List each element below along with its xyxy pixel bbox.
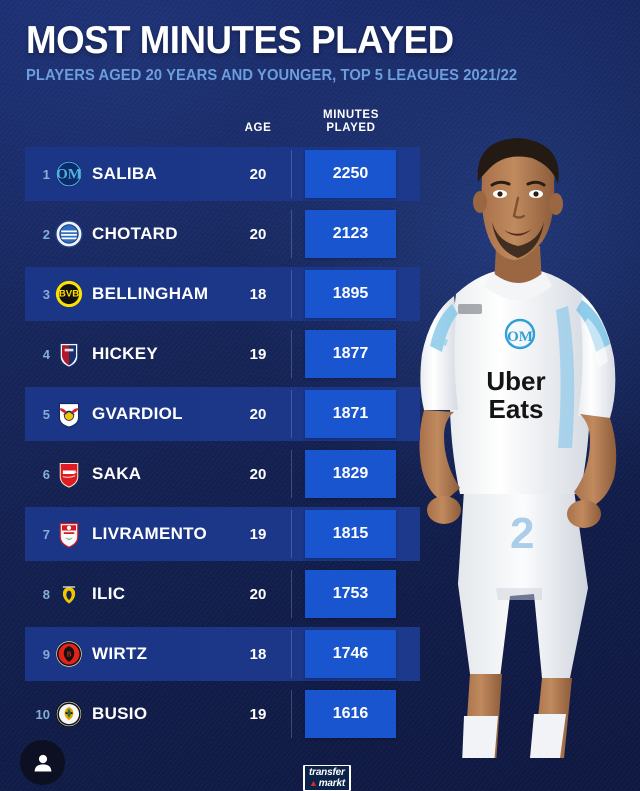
row-player-name: BUSIO bbox=[92, 704, 148, 723]
row-minutes-played: 1871 bbox=[305, 390, 396, 438]
row-player-name: GVARDIOL bbox=[92, 404, 183, 423]
arsenal-crest bbox=[55, 460, 83, 488]
row-minutes-played: 1753 bbox=[305, 570, 396, 618]
row-rank: 1 bbox=[42, 166, 50, 182]
table-row[interactable]: 1 OM SALIBA 20 2250 bbox=[0, 144, 420, 204]
row-player-name: SAKA bbox=[92, 464, 142, 483]
table-row[interactable]: 6 SAKA 20 1829 bbox=[0, 444, 420, 504]
row-player-name: BELLINGHAM bbox=[92, 284, 209, 303]
hellas-verona-crest bbox=[55, 580, 83, 608]
row-rank: 2 bbox=[42, 226, 50, 242]
row-player-name: LIVRAMENTO bbox=[92, 524, 208, 543]
table-row[interactable]: 2 CHOTARD 20 2123 bbox=[0, 204, 420, 264]
row-minutes-played: 1815 bbox=[305, 510, 396, 558]
row-divider bbox=[291, 570, 292, 618]
row-player-name: HICKEY bbox=[92, 344, 159, 363]
transfermarkt-logo: transfer ▲ markt bbox=[303, 765, 351, 791]
row-player-name: WIRTZ bbox=[92, 644, 148, 663]
row-divider bbox=[291, 390, 292, 438]
row-age: 20 bbox=[249, 405, 267, 423]
header: MOST MINUTES PLAYED PLAYERS AGED 20 YEAR… bbox=[26, 20, 616, 85]
row-rank: 5 bbox=[42, 406, 50, 422]
player-photo-saliba: 2 bbox=[392, 118, 640, 764]
transfermarkt-logo-line1: transfer bbox=[309, 767, 345, 778]
row-rank: 10 bbox=[35, 706, 50, 722]
row-divider bbox=[291, 690, 292, 738]
row-minutes-played: 1746 bbox=[305, 630, 396, 678]
montpellier-crest bbox=[55, 220, 83, 248]
bayer-leverkusen-crest: B bbox=[55, 640, 83, 668]
row-divider bbox=[291, 270, 292, 318]
column-headers: AGE MINUTES PLAYED bbox=[0, 104, 420, 144]
transfermarkt-logo-line2: markt bbox=[318, 778, 345, 789]
row-divider bbox=[291, 210, 292, 258]
row-rank: 9 bbox=[42, 646, 50, 662]
column-header-minutes-played: MINUTES PLAYED bbox=[305, 109, 397, 135]
row-player-name: ILIC bbox=[92, 584, 126, 603]
svg-text:OM: OM bbox=[56, 166, 82, 182]
ranking-table: 1 OM SALIBA 20 2250 2 CHOTARD 20 2123 3 BVB 09… bbox=[0, 144, 420, 744]
row-minutes-played: 2123 bbox=[305, 210, 396, 258]
row-age: 20 bbox=[249, 585, 267, 603]
row-minutes-played: 1895 bbox=[305, 270, 396, 318]
bologna-crest bbox=[55, 340, 83, 368]
page-title: MOST MINUTES PLAYED bbox=[26, 19, 454, 62]
venezia-crest bbox=[55, 700, 83, 728]
svg-text:BVB: BVB bbox=[59, 289, 79, 300]
column-header-age: AGE bbox=[244, 122, 272, 134]
row-rank: 7 bbox=[42, 526, 50, 542]
svg-text:09: 09 bbox=[67, 300, 72, 305]
svg-text:Uber: Uber bbox=[486, 366, 545, 396]
borussia-dortmund-crest: BVB 09 bbox=[55, 280, 83, 308]
table-row[interactable]: 4 HICKEY 19 1877 bbox=[0, 324, 420, 384]
row-rank: 4 bbox=[42, 346, 50, 362]
svg-text:B: B bbox=[67, 651, 72, 659]
table-row[interactable]: 9 B WIRTZ 18 1746 bbox=[0, 624, 420, 684]
row-player-name: CHOTARD bbox=[92, 224, 178, 243]
row-minutes-played: 2250 bbox=[305, 150, 396, 198]
row-minutes-played: 1877 bbox=[305, 330, 396, 378]
row-rank: 6 bbox=[42, 466, 50, 482]
table-row[interactable]: 3 BVB 09 BELLINGHAM 18 1895 bbox=[0, 264, 420, 324]
row-minutes-played: 1829 bbox=[305, 450, 396, 498]
table-row[interactable]: 8 ILIC 20 1753 bbox=[0, 564, 420, 624]
row-divider bbox=[291, 450, 292, 498]
row-age: 20 bbox=[249, 465, 267, 483]
column-header-minutes-line1: MINUTES bbox=[323, 109, 379, 121]
transfermarkt-mark-icon: ▲ bbox=[309, 778, 318, 788]
table-row[interactable]: 5 GVARDIOL 20 1871 bbox=[0, 384, 420, 444]
rb-leipzig-crest bbox=[55, 400, 83, 428]
svg-text:Eats: Eats bbox=[489, 394, 544, 424]
row-age: 18 bbox=[249, 645, 267, 663]
table-row[interactable]: 7 LIVRAMENTO 19 1815 bbox=[0, 504, 420, 564]
page-subtitle: PLAYERS AGED 20 YEARS AND YOUNGER, TOP 5… bbox=[26, 67, 518, 84]
svg-text:OM: OM bbox=[507, 329, 533, 345]
row-age: 18 bbox=[249, 285, 267, 303]
row-age: 20 bbox=[249, 225, 267, 243]
transfermarkt-logo-row2: ▲ markt bbox=[309, 778, 345, 789]
row-rank: 8 bbox=[42, 586, 50, 602]
row-minutes-played: 1616 bbox=[305, 690, 396, 738]
table-row[interactable]: 10 BUSIO 19 1616 bbox=[0, 684, 420, 744]
row-age: 19 bbox=[249, 345, 267, 363]
row-divider bbox=[291, 150, 292, 198]
row-age: 19 bbox=[249, 525, 267, 543]
southampton-crest bbox=[55, 520, 83, 548]
row-divider bbox=[291, 630, 292, 678]
user-glyph-icon bbox=[34, 754, 51, 771]
row-divider bbox=[291, 510, 292, 558]
user-avatar-icon[interactable] bbox=[20, 740, 65, 785]
column-header-minutes-line2: PLAYED bbox=[326, 122, 376, 134]
row-age: 19 bbox=[249, 705, 267, 723]
row-player-name: SALIBA bbox=[92, 164, 158, 183]
olympique-marseille-crest: OM bbox=[55, 160, 83, 188]
row-age: 20 bbox=[249, 165, 267, 183]
transfermarkt-logo-inner: transfer ▲ markt bbox=[305, 766, 349, 790]
svg-text:2: 2 bbox=[510, 509, 534, 558]
row-divider bbox=[291, 330, 292, 378]
row-rank: 3 bbox=[42, 286, 50, 302]
